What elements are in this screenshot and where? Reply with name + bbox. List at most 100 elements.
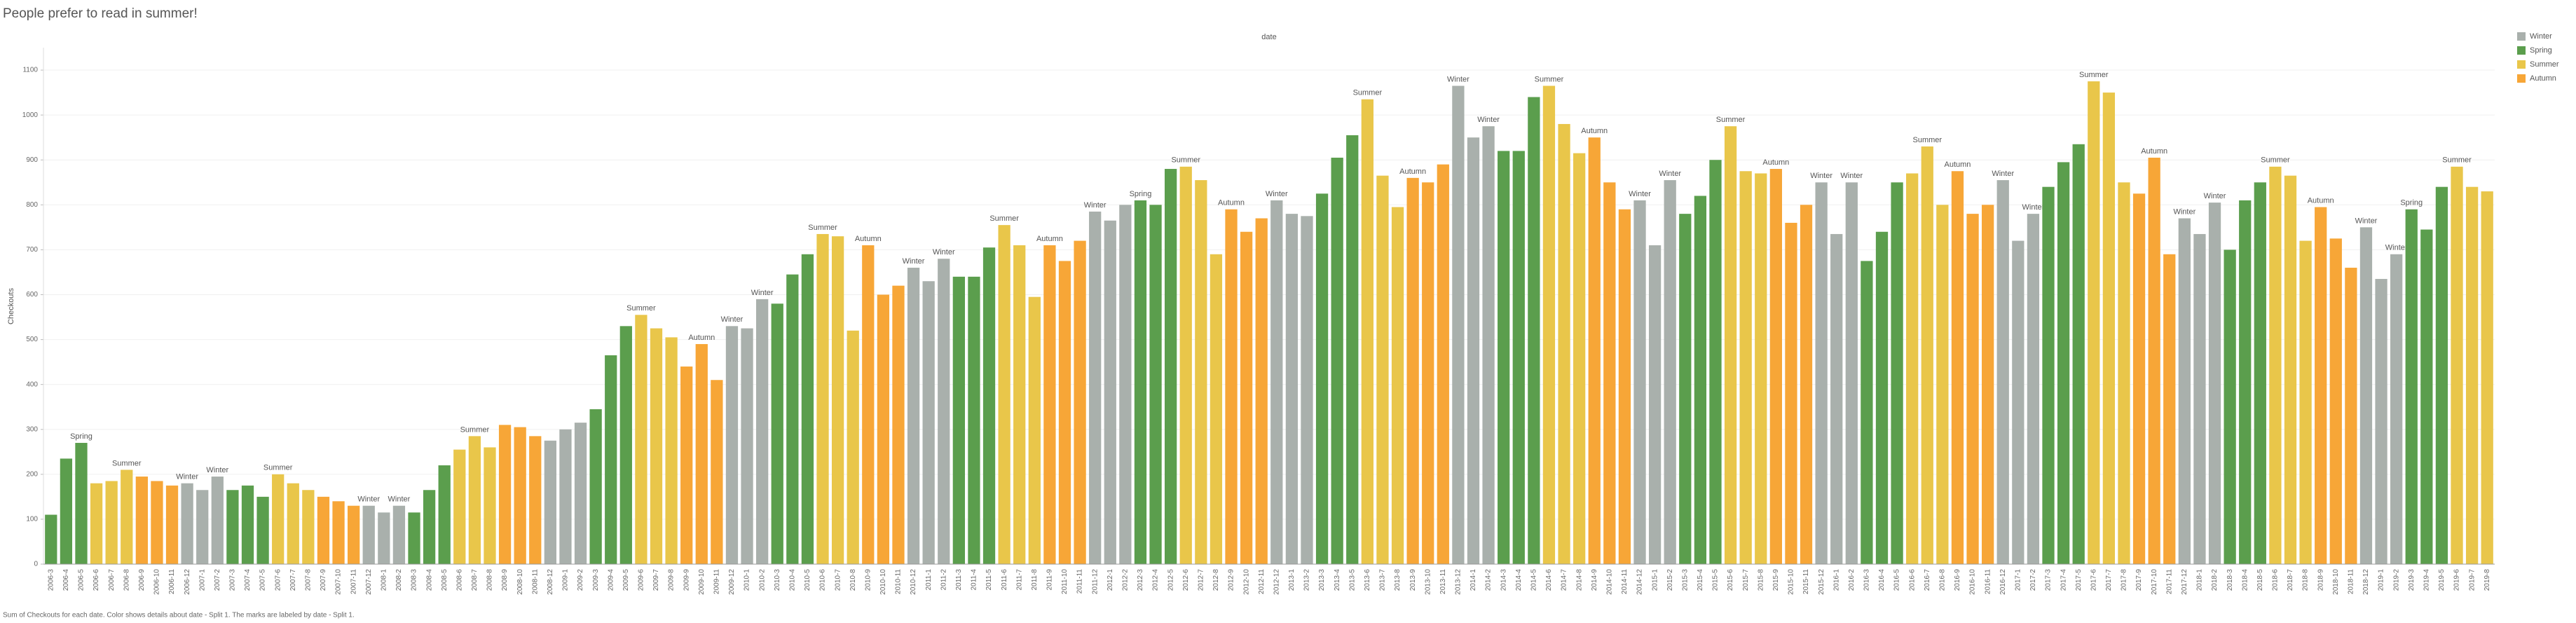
bar [423, 490, 436, 564]
bar [1285, 214, 1299, 564]
x-tick-label: 2009-12 [728, 569, 736, 595]
x-tick-label: 2011-9 [1046, 569, 1054, 591]
x-tick-label: 2017-3 [2045, 569, 2053, 591]
x-tick-label: 2016-1 [1832, 569, 1840, 591]
bar [1043, 245, 1056, 564]
x-tick-label: 2017-11 [2165, 569, 2173, 594]
bar [2390, 254, 2403, 564]
bar [165, 485, 179, 564]
x-tick-label: 2006-10 [153, 569, 161, 595]
x-tick-label: 2013-5 [1348, 569, 1356, 591]
bar [2299, 240, 2312, 564]
x-tick-label: 2012-3 [1137, 569, 1144, 591]
x-tick-label: 2014-4 [1515, 569, 1523, 591]
bar [1179, 166, 1192, 564]
bar [1542, 85, 1556, 564]
bar [1694, 196, 1707, 565]
x-tick-label: 2012-7 [1197, 569, 1205, 591]
x-tick-label: 2009-4 [607, 569, 615, 591]
x-tick-label: 2019-3 [2408, 569, 2416, 591]
x-tick-label: 2013-1 [1288, 569, 1296, 591]
bar-label: Autumn [1945, 160, 1971, 169]
bar-label: Summer [460, 425, 490, 434]
x-tick-label: 2007-3 [229, 569, 237, 591]
bar [392, 505, 406, 564]
bar-label: Winter [2385, 244, 2408, 252]
bar [998, 225, 1010, 564]
bar [135, 477, 148, 564]
bar [75, 442, 88, 564]
bar [1467, 137, 1480, 564]
x-tick-label: 2014-12 [1636, 569, 1644, 595]
x-tick-label: 2018-7 [2287, 569, 2294, 591]
x-tick-label: 2016-5 [1893, 569, 1901, 591]
bar [2435, 186, 2448, 564]
x-tick-label: 2010-9 [864, 569, 872, 591]
bar-label: Winter [751, 289, 774, 297]
x-tick-label: 2017-2 [2029, 569, 2037, 591]
x-tick-label: 2006-8 [123, 569, 130, 591]
x-tick-label: 2017-9 [2135, 569, 2143, 591]
bar [105, 481, 118, 564]
y-tick-label: 800 [26, 201, 38, 209]
x-tick-label: 2010-11 [895, 569, 903, 594]
x-tick-label: 2019-2 [2392, 569, 2400, 591]
x-tick-label: 2018-9 [2317, 569, 2324, 591]
bar [741, 328, 753, 564]
bar [453, 449, 466, 564]
x-tick-label: 2017-5 [2075, 569, 2083, 591]
x-tick-label: 2019-7 [2468, 569, 2476, 591]
bar [121, 470, 133, 564]
bar [45, 514, 57, 564]
x-tick-label: 2007-7 [289, 569, 297, 591]
x-tick-label: 2009-5 [622, 569, 630, 591]
bar [1845, 182, 1858, 564]
x-tick-label: 2011-1 [925, 569, 933, 591]
x-tick-label: 2012-12 [1273, 569, 1280, 595]
x-tick-label: 2019-4 [2423, 569, 2430, 591]
bar [1119, 205, 1132, 565]
x-tick-label: 2012-11 [1258, 569, 1266, 594]
bar [1664, 180, 1676, 564]
bar [90, 483, 103, 564]
bar [1406, 177, 1419, 564]
bar-label: Summer [112, 459, 142, 467]
x-tick-label: 2017-4 [2060, 569, 2067, 591]
x-tick-label: 2018-6 [2272, 569, 2280, 591]
x-tick-label: 2015-3 [1681, 569, 1689, 591]
x-tick-label: 2011-3 [955, 569, 963, 591]
x-tick-label: 2008-5 [441, 569, 448, 591]
bar [1346, 135, 1359, 565]
bar [1800, 205, 1813, 565]
bar [907, 268, 920, 564]
x-tick-label: 2013-11 [1439, 569, 1447, 594]
bar [1588, 137, 1601, 564]
bar [226, 490, 239, 564]
bar-label: Winter [1629, 190, 1651, 198]
x-tick-label: 2019-8 [2483, 569, 2491, 591]
legend-swatch [2517, 60, 2526, 69]
bar [2148, 158, 2160, 564]
x-tick-label: 2013-4 [1334, 569, 1341, 591]
bar [589, 409, 602, 564]
x-tick-label: 2009-6 [638, 569, 645, 591]
bar [1089, 211, 1102, 564]
x-tick-label: 2011-5 [985, 569, 993, 591]
y-tick-label: 600 [26, 291, 38, 299]
bar [529, 436, 542, 564]
x-tick-label: 2018-10 [2332, 569, 2340, 595]
bar-label: Summer [1171, 156, 1200, 165]
bar-label: Winter [2204, 192, 2226, 200]
x-tick-label: 2019-5 [2438, 569, 2446, 591]
bar [332, 501, 345, 564]
bar [862, 245, 875, 564]
bar [1769, 169, 1782, 564]
x-tick-label: 2010-7 [834, 569, 842, 591]
bar [2315, 207, 2327, 564]
x-tick-label: 2008-3 [411, 569, 418, 591]
x-tick-label: 2012-5 [1167, 569, 1174, 591]
bar [1982, 205, 1994, 565]
bar [2178, 218, 2191, 564]
bar [1512, 151, 1525, 564]
x-tick-label: 2017-6 [2090, 569, 2097, 591]
